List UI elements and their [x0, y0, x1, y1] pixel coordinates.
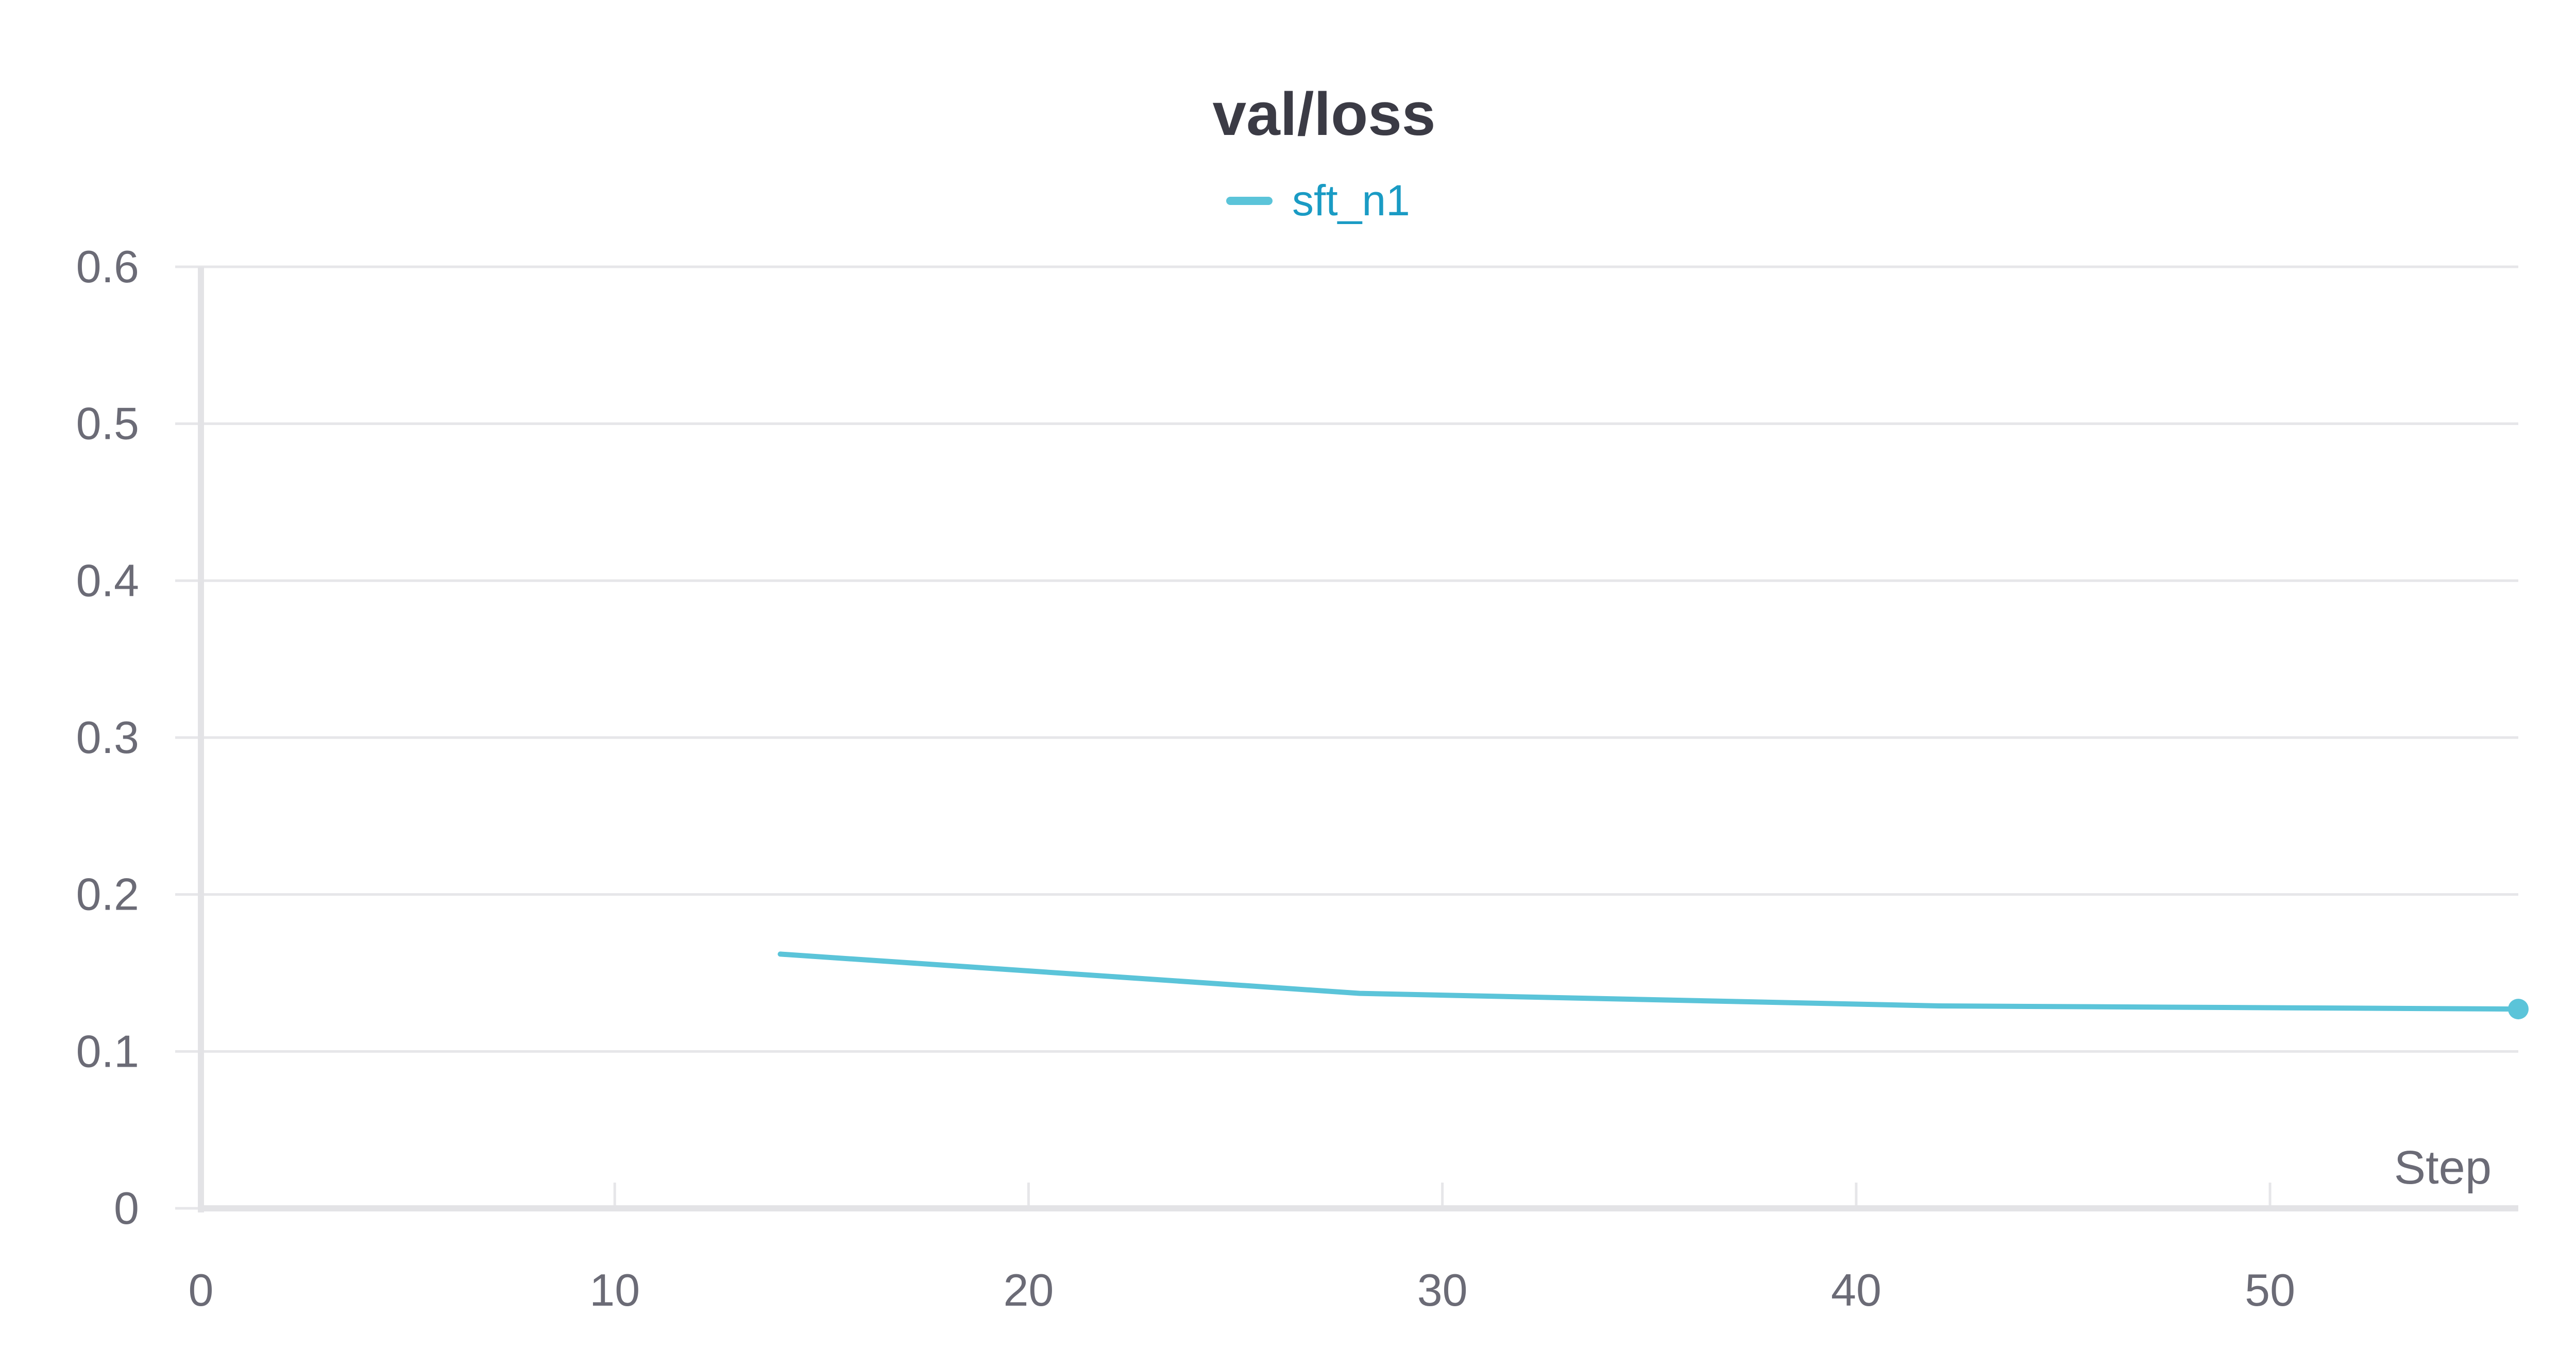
axes [175, 265, 2518, 1212]
y-tick-label: 0.6 [76, 241, 139, 292]
x-tick-label: 20 [1003, 1264, 1054, 1315]
chart-title: val/loss [1213, 80, 1436, 148]
y-tick-label: 0 [114, 1183, 139, 1234]
x-axis-title: Step [2394, 1141, 2492, 1194]
x-tick-label: 10 [589, 1264, 640, 1315]
x-tick-label: 50 [2245, 1264, 2295, 1315]
x-tick-label: 0 [189, 1264, 214, 1315]
series-line-sft-n1 [777, 951, 2521, 1012]
x-tick-label: 40 [1831, 1264, 1882, 1315]
y-tick-label: 0.4 [76, 555, 139, 606]
y-tick-label: 0.2 [76, 869, 139, 920]
y-tick-label: 0.1 [76, 1025, 139, 1076]
x-tick-label: 30 [1417, 1264, 1468, 1315]
legend[interactable]: sft_n1 [1226, 176, 1410, 225]
legend-label-sft-n1[interactable]: sft_n1 [1292, 176, 1410, 225]
series-lines [777, 951, 2529, 1020]
tick-labels: 0 0.1 0.2 0.3 0.4 0.5 0.6 0 10 20 30 40 50 [76, 241, 2295, 1315]
series-end-point [2508, 999, 2529, 1020]
y-tick-label: 0.3 [76, 712, 139, 763]
grid-lines [201, 265, 2518, 1053]
y-tick-label: 0.5 [76, 398, 139, 449]
